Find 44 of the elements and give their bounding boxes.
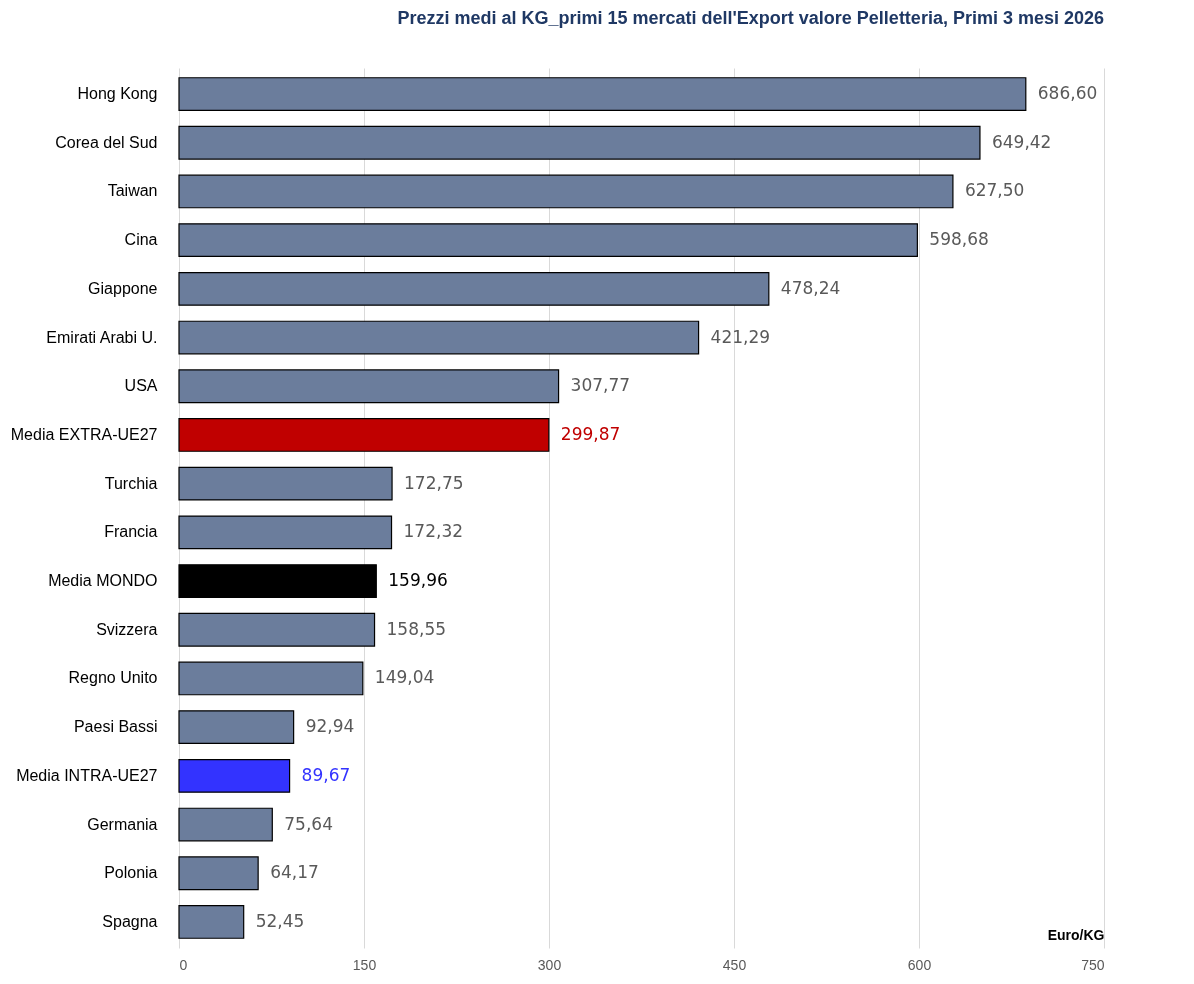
x-tick-label: 0	[179, 956, 188, 973]
data-label: 598,68	[929, 229, 989, 250]
x-tick-label: 150	[352, 956, 377, 973]
y-tick-label: Media MONDO	[48, 572, 158, 590]
y-tick-label: Germania	[87, 815, 158, 833]
y-tick-label: USA	[124, 377, 158, 395]
y-tick-label: Turchia	[104, 474, 158, 492]
data-label: 421,29	[710, 326, 771, 347]
data-label: 299,87	[560, 423, 621, 444]
chart-title: Prezzi medi al KG_primi 15 mercati dell'Export valore Pelletteria, Primi 3 mesi 2026	[397, 8, 1104, 28]
data-label: 307,77	[570, 375, 631, 396]
x-tick-label: 450	[722, 956, 747, 973]
data-label: 52,45	[255, 910, 305, 931]
data-label: 686,60	[1037, 83, 1098, 104]
data-label: 75,64	[284, 813, 333, 834]
data-label: 149,04	[374, 667, 435, 688]
y-tick-label: Media EXTRA-UE27	[10, 425, 158, 443]
data-label: 649,42	[991, 131, 1052, 152]
x-tick-label: 750	[1081, 956, 1105, 973]
y-tick-label: Giappone	[88, 279, 158, 297]
x-tick-label: 300	[537, 956, 562, 973]
y-tick-label: Spagna	[102, 912, 158, 930]
y-tick-label: Emirati Arabi U.	[46, 328, 158, 346]
x-axis-title: Euro/KG	[1047, 926, 1105, 943]
data-label: 159,96	[388, 570, 448, 591]
data-label: 172,32	[403, 521, 464, 542]
y-tick-label: Francia	[104, 523, 158, 541]
data-label: 64,17	[270, 862, 319, 883]
y-tick-label: Media INTRA-UE27	[16, 766, 158, 784]
y-tick-label: Regno Unito	[68, 669, 158, 687]
y-tick-label: Svizzera	[96, 620, 158, 638]
y-tick-label: Polonia	[104, 864, 158, 882]
data-label: 627,50	[964, 180, 1025, 201]
y-tick-label: Hong Kong	[77, 85, 158, 103]
y-tick-label: Cina	[124, 231, 158, 249]
data-label: 158,55	[386, 618, 447, 639]
data-label: 478,24	[780, 277, 841, 298]
y-tick-label: Paesi Bassi	[73, 718, 158, 736]
data-label: 92,94	[305, 716, 355, 737]
y-tick-label: Taiwan	[107, 182, 158, 200]
y-tick-label: Corea del Sud	[55, 133, 158, 151]
data-label: 89,67	[301, 764, 351, 785]
data-label: 172,75	[404, 472, 464, 493]
x-tick-label: 600	[907, 956, 932, 973]
